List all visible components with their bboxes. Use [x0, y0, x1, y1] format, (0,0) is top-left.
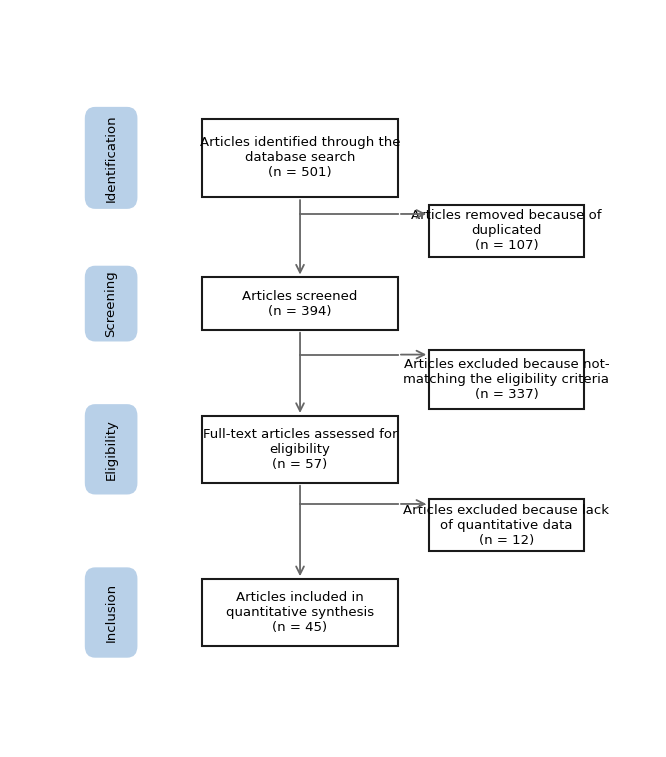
Text: Eligibility: Eligibility [105, 419, 118, 480]
FancyBboxPatch shape [429, 350, 584, 409]
FancyBboxPatch shape [202, 416, 398, 483]
FancyBboxPatch shape [85, 567, 137, 658]
Text: Screening: Screening [105, 270, 118, 337]
FancyBboxPatch shape [85, 107, 137, 209]
Text: Articles screened
(n = 394): Articles screened (n = 394) [242, 290, 358, 318]
Text: Identification: Identification [105, 114, 118, 201]
Text: Articles excluded because lack
of quantitative data
(n = 12): Articles excluded because lack of quanti… [404, 503, 609, 547]
FancyBboxPatch shape [429, 499, 584, 551]
Text: Articles removed because of
duplicated
(n = 107): Articles removed because of duplicated (… [411, 209, 602, 252]
FancyBboxPatch shape [85, 266, 137, 341]
Text: Articles included in
quantitative synthesis
(n = 45): Articles included in quantitative synthe… [226, 591, 374, 634]
Text: Articles identified through the
database search
(n = 501): Articles identified through the database… [200, 136, 400, 179]
Text: Inclusion: Inclusion [105, 583, 118, 642]
FancyBboxPatch shape [202, 277, 398, 330]
Text: Articles excluded because not-
matching the eligibility criteria
(n = 337): Articles excluded because not- matching … [404, 358, 609, 401]
FancyBboxPatch shape [202, 119, 398, 198]
FancyBboxPatch shape [429, 204, 584, 257]
Text: Full-text articles assessed for
eligibility
(n = 57): Full-text articles assessed for eligibil… [202, 428, 398, 471]
FancyBboxPatch shape [202, 579, 398, 646]
FancyBboxPatch shape [85, 404, 137, 494]
